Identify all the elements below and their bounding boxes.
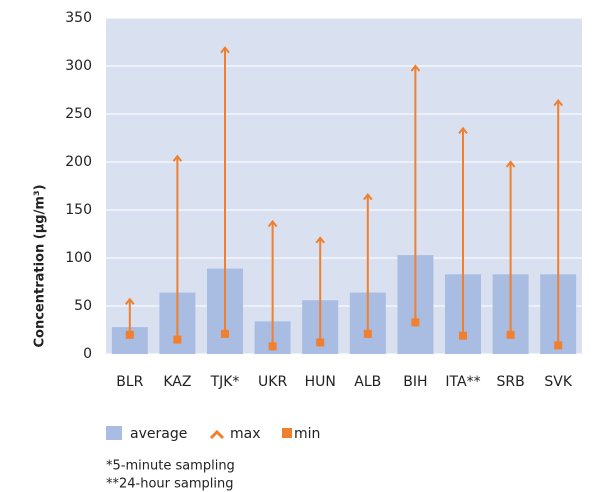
min-marker xyxy=(316,338,325,347)
min-marker xyxy=(363,329,372,338)
y-axis-title: Concentration (µg/m³) xyxy=(33,184,48,347)
x-tick-label: KAZ xyxy=(163,374,191,390)
min-marker xyxy=(221,329,229,338)
max-arrow xyxy=(267,219,278,228)
min-marker xyxy=(173,335,182,344)
max-arrow xyxy=(505,160,516,168)
legend-label: max xyxy=(230,426,261,442)
y-tick-label: 50 xyxy=(74,298,92,314)
max-arrow xyxy=(553,98,563,107)
legend-label: average xyxy=(130,426,187,442)
legend-swatch xyxy=(282,428,292,438)
min-marker xyxy=(125,330,134,339)
y-tick-label: 250 xyxy=(65,106,92,122)
max-arrow xyxy=(315,236,325,244)
max-arrow xyxy=(363,193,373,201)
x-tick-label: TJK* xyxy=(210,374,240,390)
y-tick-label: 350 xyxy=(65,10,92,26)
legend-swatch xyxy=(209,429,225,440)
x-tick-label: ITA** xyxy=(445,374,480,390)
x-tick-label: BLR xyxy=(116,374,143,390)
x-tick-label: SRB xyxy=(496,374,524,390)
max-arrow xyxy=(125,297,135,305)
min-marker xyxy=(554,341,563,350)
max-arrow xyxy=(172,154,183,162)
min-marker xyxy=(268,342,277,351)
footnote: **24-hour sampling xyxy=(106,477,234,492)
legend-swatch xyxy=(106,426,122,440)
x-tick-label: SVK xyxy=(544,374,572,390)
x-tick-label: HUN xyxy=(305,374,336,390)
min-marker xyxy=(506,330,515,339)
y-tick-label: 150 xyxy=(65,202,92,218)
x-tick-label: UKR xyxy=(258,374,287,390)
y-tick-label: 200 xyxy=(65,154,92,170)
max-arrow xyxy=(458,126,468,135)
max-arrow xyxy=(220,46,230,54)
x-tick-label: BIH xyxy=(403,374,427,390)
footnote: *5-minute sampling xyxy=(106,459,235,474)
legend-label: min xyxy=(294,426,320,442)
y-tick-label: 100 xyxy=(65,250,92,266)
y-tick-label: 0 xyxy=(83,346,92,362)
min-marker xyxy=(459,331,467,340)
min-marker xyxy=(411,318,420,327)
x-tick-label: ALB xyxy=(354,374,381,390)
max-arrow xyxy=(410,64,421,72)
y-tick-label: 300 xyxy=(65,58,92,74)
